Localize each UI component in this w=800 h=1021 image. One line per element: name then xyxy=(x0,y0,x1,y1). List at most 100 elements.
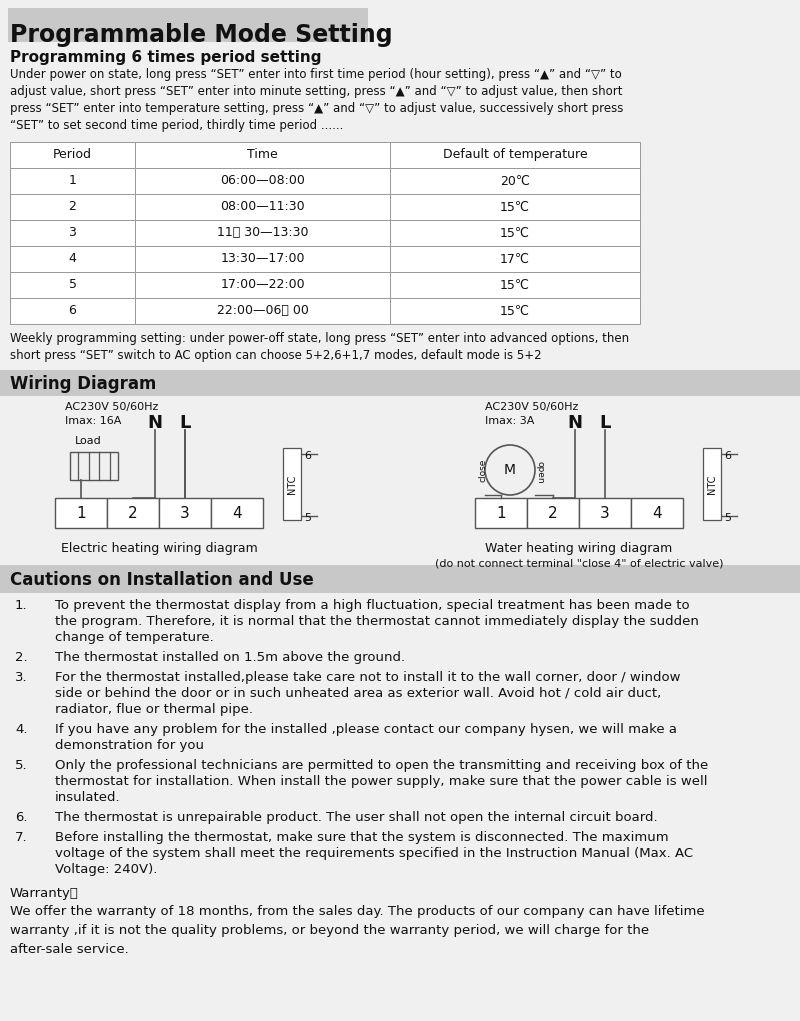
Text: 15℃: 15℃ xyxy=(500,227,530,240)
Text: warranty ,if it is not the quality problems, or beyond the warranty period, we w: warranty ,if it is not the quality probl… xyxy=(10,924,649,937)
Text: N: N xyxy=(567,414,582,432)
Text: after-sale service.: after-sale service. xyxy=(10,943,129,956)
Text: 6: 6 xyxy=(69,304,77,318)
Text: (do not connect terminal "close 4" of electric valve): (do not connect terminal "close 4" of el… xyxy=(434,558,723,568)
Bar xyxy=(10,194,135,220)
Text: press “SET” enter into temperature setting, press “▲” and “▽” to adjust value, s: press “SET” enter into temperature setti… xyxy=(10,102,623,115)
Text: “SET” to set second time period, thirdly time period ......: “SET” to set second time period, thirdly… xyxy=(10,119,343,132)
Text: 2.: 2. xyxy=(15,651,28,664)
Text: 6: 6 xyxy=(724,451,731,461)
Text: NTC: NTC xyxy=(287,475,297,494)
Text: Under power on state, long press “SET” enter into first time period (hour settin: Under power on state, long press “SET” e… xyxy=(10,68,622,81)
Text: 15℃: 15℃ xyxy=(500,200,530,213)
Bar xyxy=(579,498,631,528)
Text: 1.: 1. xyxy=(15,599,28,612)
Text: 17℃: 17℃ xyxy=(500,252,530,265)
Bar xyxy=(10,168,135,194)
Text: Load: Load xyxy=(75,436,102,446)
Text: Programmable Mode Setting: Programmable Mode Setting xyxy=(10,23,393,47)
Text: L: L xyxy=(179,414,190,432)
Text: 6.: 6. xyxy=(15,811,27,824)
Bar xyxy=(390,298,640,324)
Text: 1: 1 xyxy=(496,505,506,521)
Text: 4: 4 xyxy=(652,505,662,521)
Text: open: open xyxy=(535,460,545,483)
Text: To prevent the thermostat display from a high fluctuation, special treatment has: To prevent the thermostat display from a… xyxy=(55,599,690,612)
Bar xyxy=(211,498,263,528)
Bar xyxy=(135,194,390,220)
Text: change of temperature.: change of temperature. xyxy=(55,631,214,644)
Text: 4: 4 xyxy=(69,252,77,265)
Text: 1: 1 xyxy=(69,175,77,188)
Text: 5.: 5. xyxy=(15,759,28,772)
Text: N: N xyxy=(147,414,162,432)
Bar xyxy=(10,220,135,246)
Text: Cautions on Installation and Use: Cautions on Installation and Use xyxy=(10,571,314,589)
Text: The thermostat is unrepairable product. The user shall not open the internal cir: The thermostat is unrepairable product. … xyxy=(55,811,658,824)
Text: 3: 3 xyxy=(69,227,77,240)
Text: insulated.: insulated. xyxy=(55,791,121,804)
Text: L: L xyxy=(599,414,610,432)
Text: AC230V 50/60Hz: AC230V 50/60Hz xyxy=(65,402,158,412)
Text: Voltage: 240V).: Voltage: 240V). xyxy=(55,863,158,876)
Bar xyxy=(703,448,721,520)
Bar xyxy=(283,448,301,520)
Bar xyxy=(0,565,800,593)
Bar xyxy=(8,8,368,42)
Text: Imax: 3A: Imax: 3A xyxy=(485,416,534,426)
Bar xyxy=(527,498,579,528)
Bar xyxy=(390,272,640,298)
Text: Weekly programming setting: under power-off state, long press “SET” enter into a: Weekly programming setting: under power-… xyxy=(10,332,629,345)
Bar xyxy=(390,142,640,168)
Text: M: M xyxy=(504,463,516,477)
Text: adjust value, short press “SET” enter into minute setting, press “▲” and “▽” to : adjust value, short press “SET” enter in… xyxy=(10,85,622,98)
Bar xyxy=(631,498,683,528)
Text: NTC: NTC xyxy=(707,475,717,494)
Text: Time: Time xyxy=(247,148,278,161)
Text: 13:30—17:00: 13:30—17:00 xyxy=(220,252,305,265)
Bar xyxy=(135,168,390,194)
Bar xyxy=(475,498,527,528)
Text: Warranty：: Warranty： xyxy=(10,887,79,900)
Bar xyxy=(135,246,390,272)
Text: short press “SET” switch to AC option can choose 5+2,6+1,7 modes, default mode i: short press “SET” switch to AC option ca… xyxy=(10,349,542,362)
Bar xyxy=(70,452,118,480)
Text: Imax: 16A: Imax: 16A xyxy=(65,416,122,426)
Text: We offer the warranty of 18 months, from the sales day. The products of our comp: We offer the warranty of 18 months, from… xyxy=(10,905,705,918)
Text: 3: 3 xyxy=(180,505,190,521)
Text: 17:00—22:00: 17:00—22:00 xyxy=(220,279,305,292)
Text: 3.: 3. xyxy=(15,671,28,684)
Bar xyxy=(159,498,211,528)
Text: 2: 2 xyxy=(128,505,138,521)
Text: 1: 1 xyxy=(76,505,86,521)
Bar xyxy=(0,370,800,396)
Text: 15℃: 15℃ xyxy=(500,279,530,292)
Text: Period: Period xyxy=(53,148,92,161)
Text: AC230V 50/60Hz: AC230V 50/60Hz xyxy=(485,402,578,412)
Text: the program. Therefore, it is normal that the thermostat cannot immediately disp: the program. Therefore, it is normal tha… xyxy=(55,615,699,628)
Text: Electric heating wiring diagram: Electric heating wiring diagram xyxy=(61,542,258,555)
Bar xyxy=(135,220,390,246)
Text: The thermostat installed on 1.5m above the ground.: The thermostat installed on 1.5m above t… xyxy=(55,651,405,664)
Text: Programming 6 times period setting: Programming 6 times period setting xyxy=(10,50,322,65)
Text: thermostat for installation. When install the power supply, make sure that the p: thermostat for installation. When instal… xyxy=(55,775,707,788)
Text: radiator, flue or thermal pipe.: radiator, flue or thermal pipe. xyxy=(55,703,253,716)
Bar xyxy=(135,298,390,324)
Text: 08:00—11:30: 08:00—11:30 xyxy=(220,200,305,213)
Bar xyxy=(390,246,640,272)
Text: 06:00—08:00: 06:00—08:00 xyxy=(220,175,305,188)
Text: 4: 4 xyxy=(232,505,242,521)
Bar xyxy=(390,168,640,194)
Bar xyxy=(390,220,640,246)
Text: Default of temperature: Default of temperature xyxy=(442,148,587,161)
Bar xyxy=(107,498,159,528)
Text: close: close xyxy=(478,458,487,482)
Text: 4.: 4. xyxy=(15,723,27,736)
Text: 3: 3 xyxy=(600,505,610,521)
Text: For the thermostat installed,please take care not to install it to the wall corn: For the thermostat installed,please take… xyxy=(55,671,681,684)
Text: 2: 2 xyxy=(69,200,77,213)
Bar xyxy=(135,272,390,298)
Text: voltage of the system shall meet the requirements specified in the Instruction M: voltage of the system shall meet the req… xyxy=(55,847,693,860)
Bar xyxy=(390,194,640,220)
Text: If you have any problem for the installed ,please contact our company hysen, we : If you have any problem for the installe… xyxy=(55,723,677,736)
